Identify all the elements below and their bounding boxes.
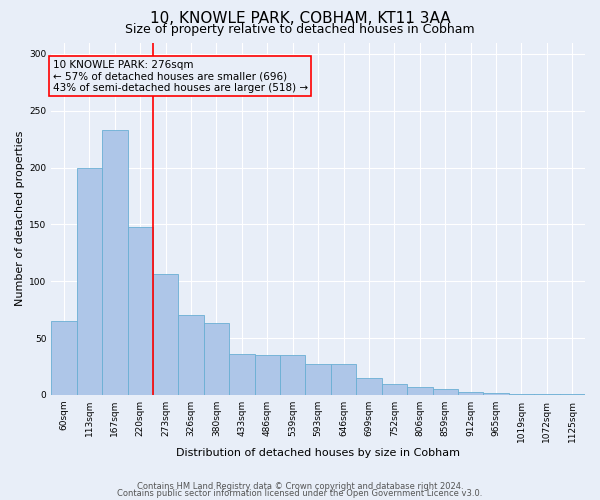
Bar: [458, 392, 484, 395]
Y-axis label: Number of detached properties: Number of detached properties: [15, 131, 25, 306]
Text: 10, KNOWLE PARK, COBHAM, KT11 3AA: 10, KNOWLE PARK, COBHAM, KT11 3AA: [149, 11, 451, 26]
Bar: [77, 168, 102, 395]
Bar: [51, 321, 77, 395]
Text: 10 KNOWLE PARK: 276sqm
← 57% of detached houses are smaller (696)
43% of semi-de: 10 KNOWLE PARK: 276sqm ← 57% of detached…: [53, 60, 308, 93]
Bar: [128, 226, 153, 395]
Bar: [433, 390, 458, 395]
Bar: [484, 392, 509, 395]
Text: Size of property relative to detached houses in Cobham: Size of property relative to detached ho…: [125, 22, 475, 36]
Bar: [153, 274, 178, 395]
Bar: [407, 387, 433, 395]
Bar: [382, 384, 407, 395]
Bar: [102, 130, 128, 395]
Bar: [204, 324, 229, 395]
X-axis label: Distribution of detached houses by size in Cobham: Distribution of detached houses by size …: [176, 448, 460, 458]
Bar: [254, 355, 280, 395]
Bar: [331, 364, 356, 395]
Bar: [509, 394, 534, 395]
Bar: [534, 394, 560, 395]
Bar: [229, 354, 254, 395]
Bar: [280, 355, 305, 395]
Bar: [560, 394, 585, 395]
Bar: [356, 378, 382, 395]
Bar: [178, 316, 204, 395]
Text: Contains public sector information licensed under the Open Government Licence v3: Contains public sector information licen…: [118, 489, 482, 498]
Bar: [305, 364, 331, 395]
Text: Contains HM Land Registry data © Crown copyright and database right 2024.: Contains HM Land Registry data © Crown c…: [137, 482, 463, 491]
